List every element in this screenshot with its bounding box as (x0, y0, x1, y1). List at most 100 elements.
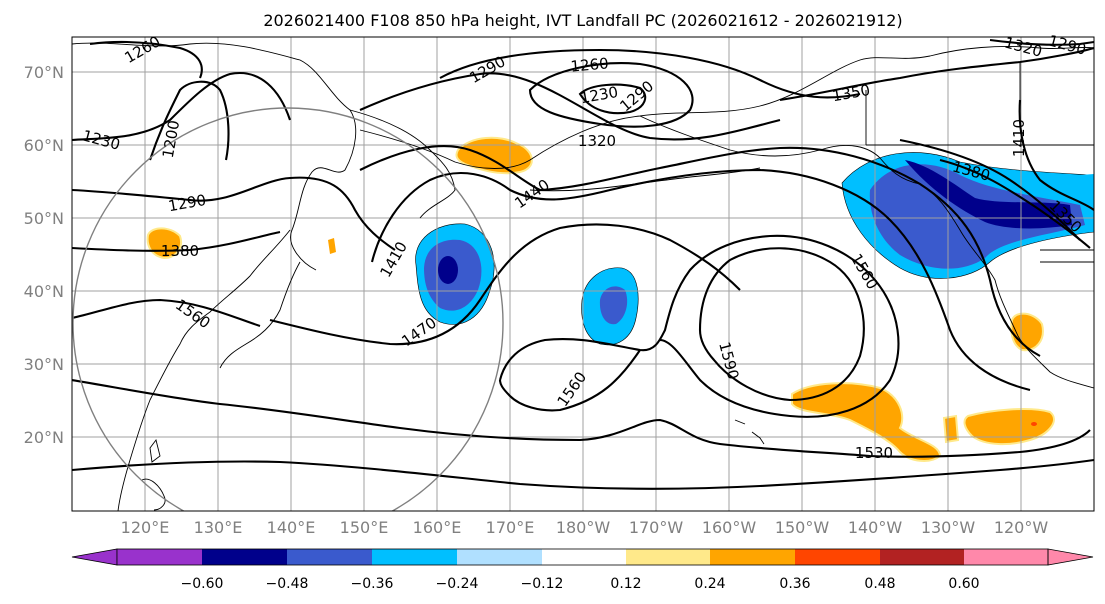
lat-label: 30°N (24, 355, 64, 374)
colorbar-bin (795, 549, 880, 565)
contour-1410 (370, 168, 1031, 392)
colorbar-tick-label: 0.36 (779, 576, 810, 592)
colorbar-bin (964, 549, 1048, 565)
coast-asia-north (72, 42, 357, 271)
colorbar-tick-label: −0.48 (266, 576, 309, 592)
colorbar-tick-label: 0.48 (864, 576, 895, 592)
lon-label: 160°E (413, 518, 462, 537)
lat-label: 60°N (24, 136, 64, 155)
contour-1260-nw (89, 40, 203, 79)
lon-label: 130°E (194, 518, 243, 537)
lon-label: 150°E (340, 518, 389, 537)
lon-label: 170°W (629, 518, 684, 537)
colorbar-bin (117, 549, 202, 565)
lon-label: 150°W (775, 518, 830, 537)
contour-1230-center (578, 83, 647, 115)
contour-1590 (698, 247, 865, 402)
shade-pos-kamchatka (455, 136, 533, 175)
contour-1290-ne (989, 38, 1094, 46)
colorbar-bin (710, 549, 795, 565)
contour-label: 1380 (161, 242, 199, 260)
coast-philippines (141, 478, 166, 511)
shaded-fields (146, 136, 1094, 462)
lat-label: 70°N (24, 63, 64, 82)
shade-neg-dark-nwpac (438, 256, 458, 284)
coast-taiwan (149, 438, 161, 463)
lon-label: 140°W (848, 518, 903, 537)
contour-1200-west (149, 80, 230, 161)
colorbar-tick-label: −0.24 (436, 576, 479, 592)
contour-1410-east (1018, 99, 1094, 211)
contour-south (72, 458, 1094, 490)
shade-pos-japan (328, 238, 336, 254)
colorbar-extend-right (1047, 548, 1094, 566)
coast-okhotsk-east (359, 45, 1094, 169)
shade-neg-edge-north (1040, 174, 1094, 200)
contour-1380-east (899, 138, 1081, 241)
contour-1350-east-2 (939, 158, 1091, 249)
colorbar-bin (626, 549, 710, 565)
colorbar-tick-label: −0.60 (181, 576, 224, 592)
landfall-radius-circle (72, 107, 504, 511)
colorbar-bin (880, 549, 964, 565)
coast-japan (219, 261, 301, 369)
colorbar-bin (287, 549, 372, 565)
lon-label: 140°E (267, 518, 316, 537)
contour-1560-center (498, 349, 641, 412)
lat-label: 50°N (24, 209, 64, 228)
shade-neg-mid-central (599, 286, 628, 325)
colorbar-extend-left (71, 548, 118, 566)
contour-1530 (72, 378, 1091, 458)
contour-1470 (269, 223, 741, 346)
shade-neg-dark-northeast (905, 160, 1072, 229)
lon-label: 180°W (556, 518, 611, 537)
colorbar-tick-label: −0.36 (351, 576, 394, 592)
lat-labels: 70°N 60°N 50°N 40°N 30°N 20°N (24, 63, 64, 447)
colorbar-bin (542, 549, 626, 565)
contour-1320-arc (359, 72, 781, 141)
contour-1350-east (779, 46, 1094, 102)
colorbar: −0.60 −0.48 −0.36 −0.24 −0.12 0.12 0.24 … (71, 548, 1094, 592)
colorbar-tick-label: −0.12 (521, 576, 564, 592)
lat-label: 40°N (24, 282, 64, 301)
contour-1560-left (498, 234, 900, 418)
lon-label: 120°E (121, 518, 170, 537)
figure-title: 2026021400 F108 850 hPa height, IVT Land… (263, 11, 902, 30)
map-panel: 1260 1290 1230 1200 1290 1380 1560 1260 … (24, 32, 1095, 537)
lon-label: 160°W (702, 518, 757, 537)
colorbar-bin (202, 549, 287, 565)
shade-pos-subtropics-2 (963, 408, 1055, 446)
coast-alaska (639, 115, 921, 185)
height-contours (72, 38, 1094, 490)
contour-1290-west (72, 176, 396, 251)
lon-label: 130°W (921, 518, 976, 537)
lat-label: 20°N (24, 428, 64, 447)
colorbar-bin (372, 549, 457, 565)
shade-pos-spot (1031, 422, 1037, 426)
contour-label: 1410 (1010, 119, 1028, 157)
coastlines (72, 42, 1094, 511)
contour-1380-west (72, 230, 281, 252)
contour-lows-center (528, 62, 694, 128)
contour-label: 1260 (570, 54, 610, 75)
colorbar-tick-label: 0.24 (694, 576, 725, 592)
lon-label: 120°W (994, 518, 1049, 537)
colorbar-frame (116, 548, 1049, 566)
contour-1230-west (72, 71, 291, 142)
contour-1440 (359, 145, 1041, 357)
colorbar-tick-label: 0.60 (948, 576, 979, 592)
coast-bc-us (919, 183, 1094, 389)
contour-label: 1530 (855, 444, 893, 462)
contour-1560-west (72, 298, 261, 327)
coast-canada-borders (865, 62, 1094, 263)
coast-kamchatka (349, 109, 456, 219)
contour-label: 1320 (578, 132, 616, 150)
shade-pos-subtropics-3 (942, 414, 960, 444)
coast-korea-china (117, 229, 291, 511)
lon-labels: 120°E 130°E 140°E 150°E 160°E 170°E 180°… (121, 518, 1049, 537)
map-frame (71, 36, 1095, 512)
lon-label: 170°E (486, 518, 535, 537)
colorbar-tick-label: 0.12 (610, 576, 641, 592)
coast-hawaii (734, 419, 765, 445)
